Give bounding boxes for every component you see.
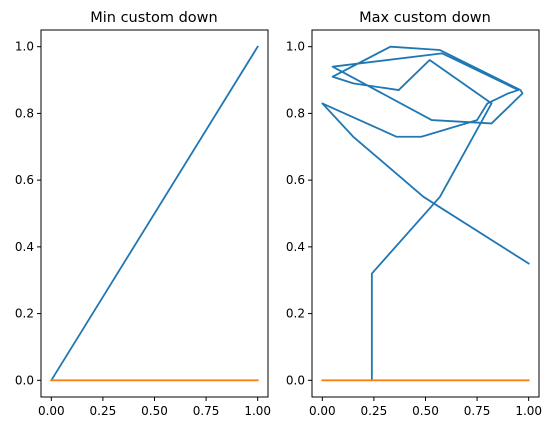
x-tick-label: 0.00: [309, 404, 336, 418]
x-tick-label: 1.00: [515, 404, 542, 418]
y-tick-label: 0.6: [286, 173, 305, 187]
y-tick-label: 1.0: [286, 40, 305, 54]
series-line-1: [50, 45, 259, 382]
x-tick-label: 0.75: [193, 404, 220, 418]
x-tick-label: 0.75: [464, 404, 491, 418]
subplot-title: Min custom down: [90, 10, 217, 26]
x-tick-label: 0.50: [141, 404, 168, 418]
y-tick-label: 0.8: [15, 106, 34, 120]
y-tick-label: 0.8: [286, 106, 305, 120]
x-tick-label: 0.25: [361, 404, 388, 418]
x-tick-label: 1.00: [244, 404, 271, 418]
subplot-min-custom-down: Min custom down 0.00 0.25 0.50 0.75 1.00 0.0 0…: [15, 10, 271, 418]
y-tick-label: 1.0: [15, 40, 34, 54]
y-tick-label: 0.4: [286, 240, 305, 254]
x-tick-label: 0.00: [38, 404, 65, 418]
x-tick-label: 0.25: [90, 404, 117, 418]
y-tick-label: 0.0: [286, 373, 305, 387]
y-tick-label: 0.0: [15, 373, 34, 387]
y-tick-label: 0.2: [15, 307, 34, 321]
y-tick-label: 0.2: [286, 307, 305, 321]
subplot-title: Max custom down: [359, 10, 491, 26]
y-tick-label: 0.6: [15, 173, 34, 187]
x-tick-label: 0.50: [412, 404, 439, 418]
y-tick-label: 0.4: [15, 240, 34, 254]
subplot-max-custom-down: Max custom down 0.00 0.25 0.50 0.75 1.00 0.0 0…: [286, 10, 542, 418]
series-line-1: [321, 45, 530, 382]
